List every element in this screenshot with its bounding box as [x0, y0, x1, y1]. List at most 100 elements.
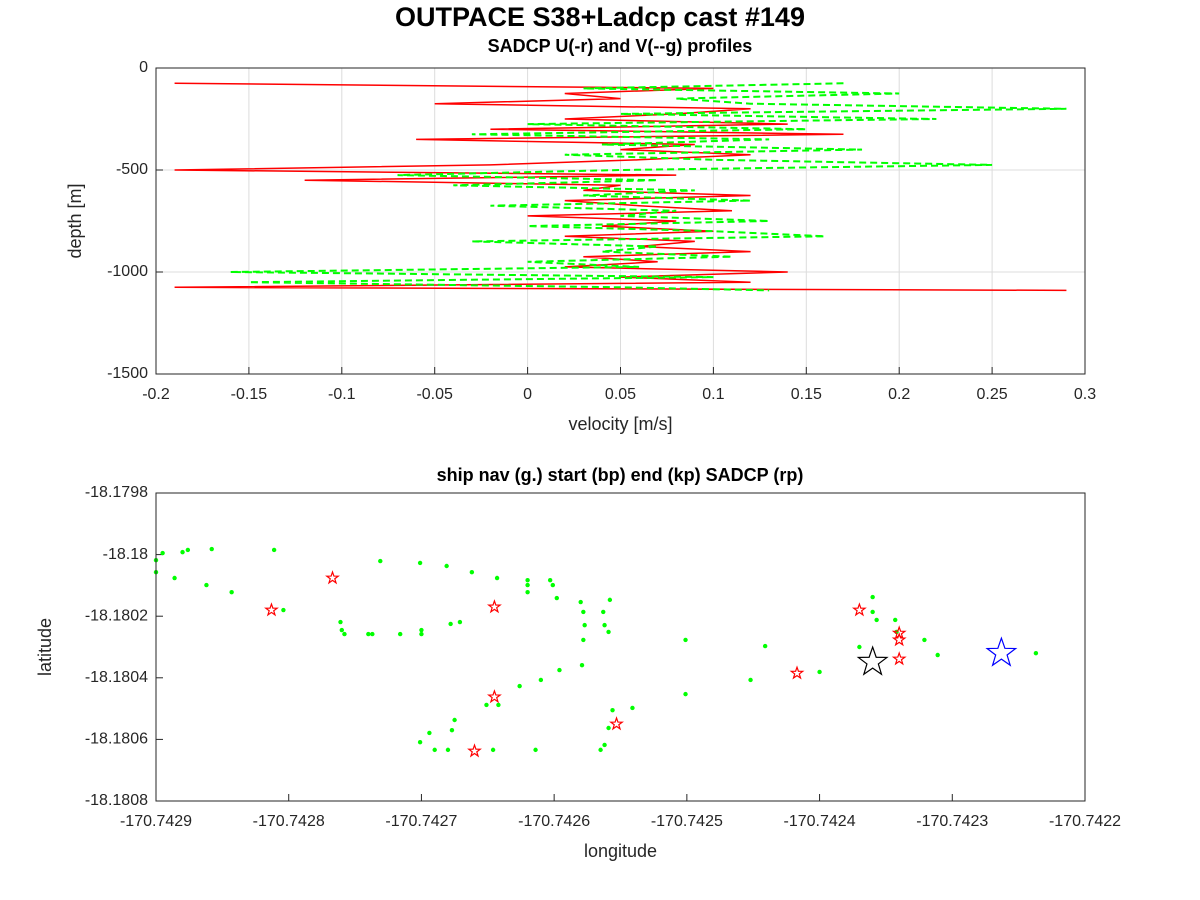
nav-point	[339, 627, 344, 633]
nav-point	[419, 627, 424, 633]
nav-point	[602, 622, 607, 628]
nav-point	[762, 643, 768, 649]
nav-point	[494, 575, 500, 581]
nav-point	[160, 550, 165, 556]
nav-point	[870, 594, 875, 600]
star-marker	[264, 602, 279, 617]
y-tick-label: 0	[139, 59, 148, 76]
star-marker	[891, 651, 907, 666]
nav-point	[598, 747, 603, 753]
nav-point	[452, 717, 457, 723]
profile-line	[230, 82, 1067, 292]
nav-point	[448, 621, 453, 627]
y-tick-label: -18.18	[103, 546, 148, 563]
nav-point	[578, 599, 583, 605]
nav-point	[683, 691, 688, 697]
nav-point	[547, 577, 553, 583]
y-axis-label: latitude	[35, 618, 55, 676]
nav-point	[417, 560, 423, 566]
nav-point	[378, 558, 383, 564]
nav-point	[397, 631, 403, 637]
star-marker	[985, 636, 1018, 667]
nav-point	[579, 662, 585, 668]
nav-point	[538, 677, 544, 683]
nav-point	[517, 683, 522, 689]
y-tick-label: -18.1806	[85, 731, 148, 748]
x-tick-label: -170.7423	[916, 813, 988, 830]
nav-point	[582, 622, 587, 628]
y-tick-label: -18.1808	[85, 792, 148, 809]
nav-point	[366, 631, 371, 637]
nav-point	[533, 747, 538, 753]
x-tick-label: -0.1	[328, 386, 356, 403]
figure-title: OUTPACE S38+Ladcp cast #149	[395, 2, 805, 32]
nav-point	[581, 637, 586, 643]
x-tick-label: -0.15	[231, 386, 268, 403]
y-tick-label: -500	[116, 161, 148, 178]
nav-point	[874, 617, 879, 623]
nav-point	[817, 669, 822, 675]
nav-point	[525, 577, 530, 583]
x-axis-label: velocity [m/s]	[568, 414, 672, 434]
nav-point	[870, 609, 875, 615]
nav-point	[610, 707, 615, 713]
nav-point	[281, 607, 286, 613]
y-tick-label: -18.1804	[85, 669, 148, 686]
nav-point	[417, 739, 423, 745]
nav-point	[271, 547, 277, 553]
x-tick-label: 0.25	[977, 386, 1008, 403]
y-tick-label: -18.1802	[85, 607, 148, 624]
star-marker	[325, 570, 340, 585]
x-tick-label: 0.3	[1074, 386, 1096, 403]
profile-line	[174, 82, 1067, 292]
star-marker	[891, 632, 907, 647]
x-tick-label: 0.15	[791, 386, 822, 403]
x-tick-label: 0	[523, 386, 532, 403]
nav-point	[893, 617, 898, 623]
x-tick-label: -170.7429	[120, 813, 192, 830]
x-tick-label: -170.7426	[518, 813, 590, 830]
y-axis-label: depth [m]	[65, 183, 85, 258]
x-tick-label: 0.05	[605, 386, 636, 403]
nav-point	[525, 582, 530, 588]
nav-point	[601, 609, 606, 615]
x-tick-label: -170.7428	[253, 813, 325, 830]
x-tick-label: -0.2	[142, 386, 170, 403]
x-tick-label: 0.1	[702, 386, 724, 403]
nav-point	[496, 702, 501, 708]
nav-point	[857, 644, 862, 650]
nav-point	[229, 589, 234, 595]
star-marker	[467, 743, 482, 758]
nav-point	[180, 549, 185, 555]
star-marker	[851, 602, 867, 617]
nav-point	[1033, 650, 1039, 656]
nav-point	[525, 589, 530, 595]
nav-point	[449, 727, 455, 733]
nav-point	[444, 563, 449, 569]
plot-area	[156, 493, 1085, 801]
star-marker	[609, 716, 624, 731]
nav-point	[445, 747, 451, 753]
nav-point	[469, 569, 475, 575]
nav-point	[581, 609, 586, 615]
nav-point	[606, 725, 611, 731]
x-tick-label: 0.2	[888, 386, 910, 403]
nav-point	[607, 597, 613, 603]
star-marker	[486, 689, 502, 704]
axes-box	[155, 492, 1086, 802]
nav-point	[172, 575, 177, 581]
nav-point	[419, 631, 424, 637]
x-axis-label: longitude	[584, 841, 657, 861]
x-tick-label: -170.7425	[651, 813, 723, 830]
star-marker	[789, 665, 805, 680]
nav-point	[209, 546, 214, 552]
y-tick-label: -1500	[107, 365, 148, 382]
nav-point	[922, 637, 927, 643]
nav-point	[748, 677, 753, 683]
y-tick-label: -18.1798	[85, 484, 148, 501]
nav-point	[342, 631, 347, 637]
subtitle: SADCP U(-r) and V(--g) profiles	[488, 36, 753, 56]
nav-point	[204, 582, 209, 588]
nav-point	[557, 667, 562, 673]
